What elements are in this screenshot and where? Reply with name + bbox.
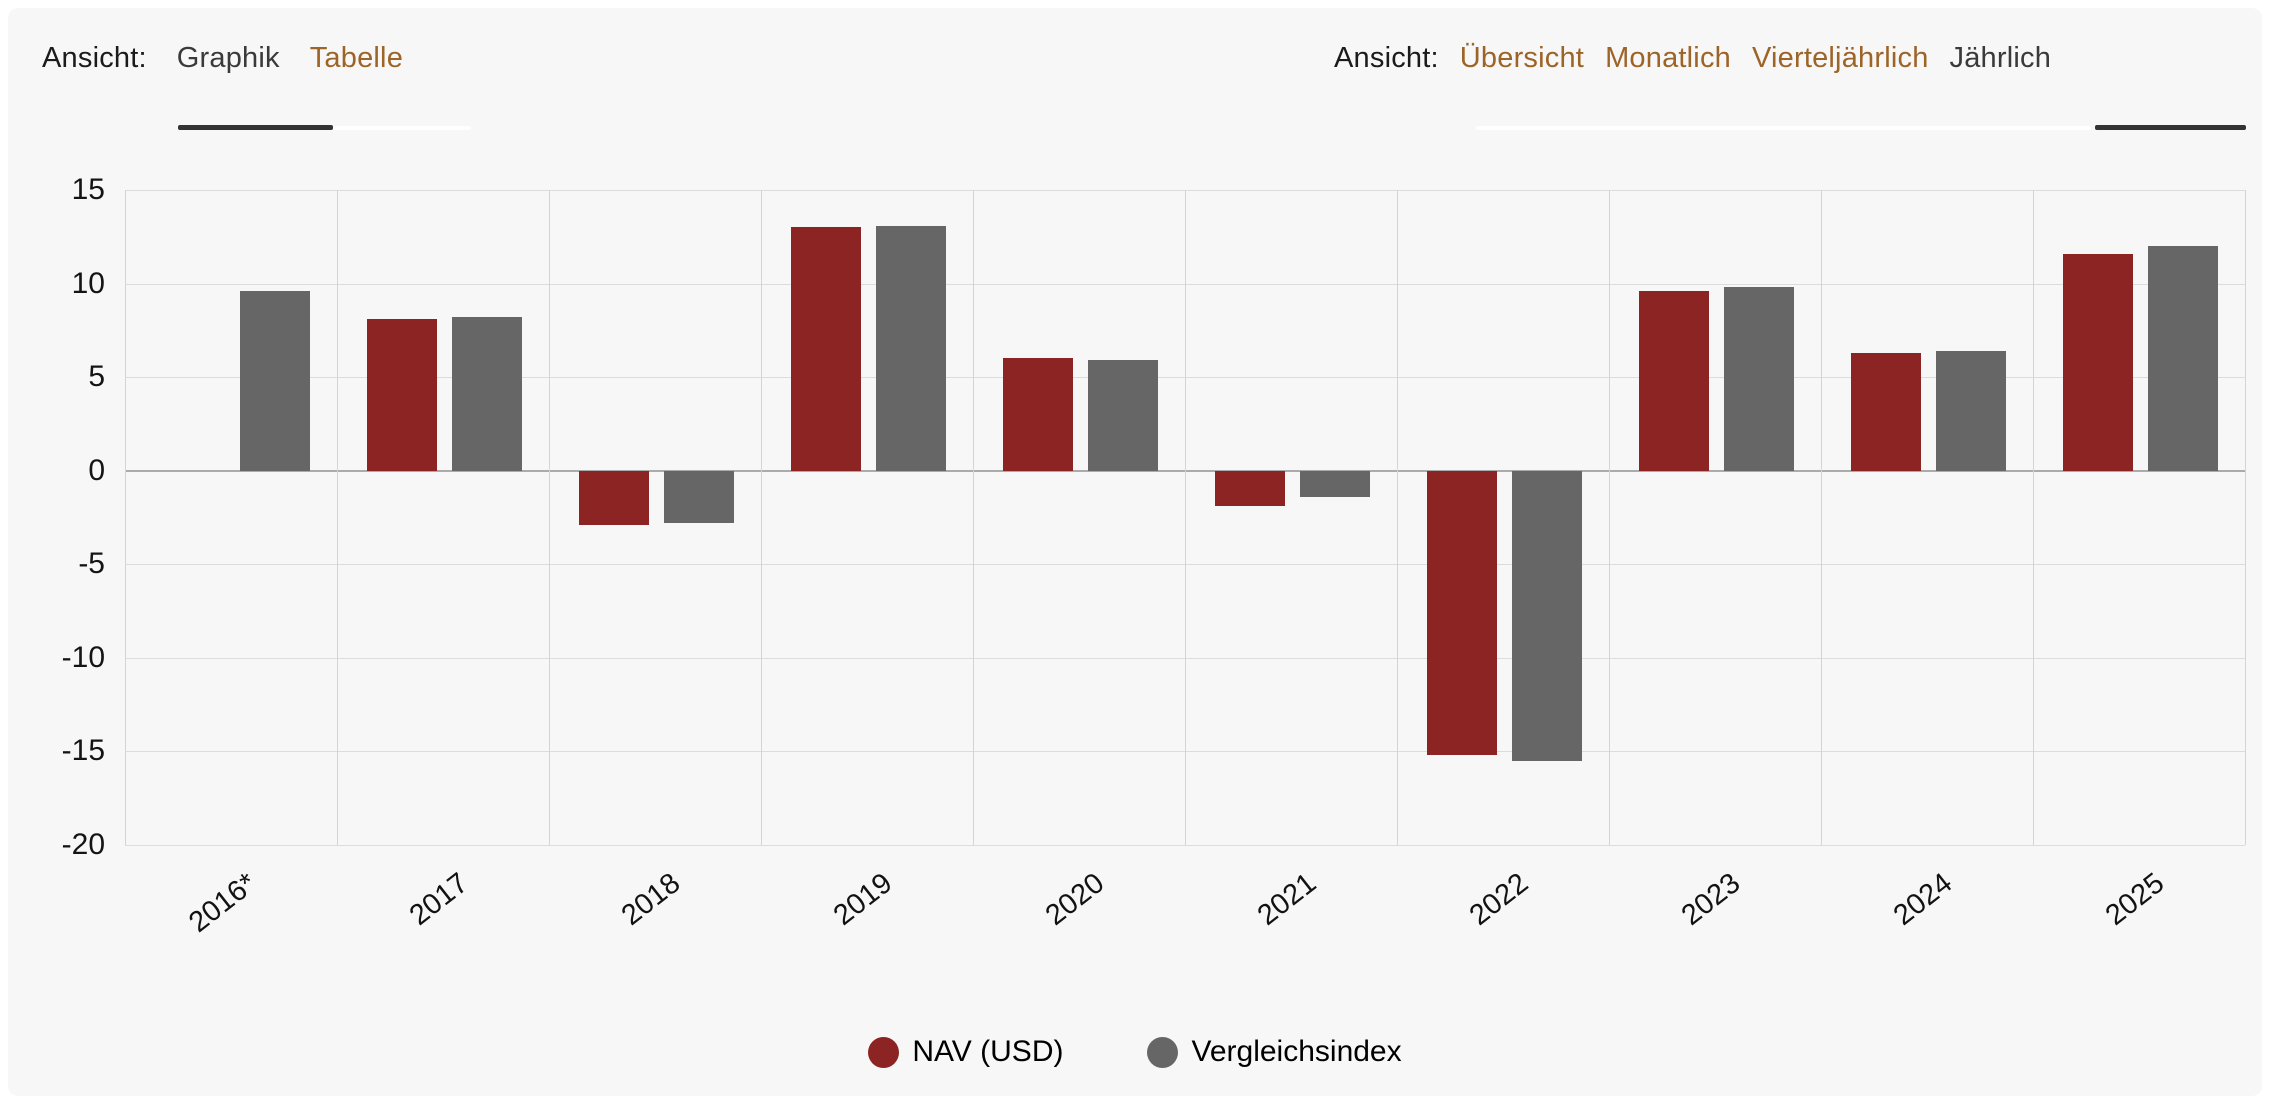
index-series-dot-icon — [1147, 1036, 1179, 1068]
y-axis-tick-label: 5 — [88, 360, 105, 394]
tab-tabelle[interactable]: Tabelle — [309, 42, 404, 74]
vertical-gridline — [2033, 190, 2034, 845]
legend-item-nav[interactable]: NAV (USD) — [868, 1035, 1063, 1069]
tab-uebersicht[interactable]: Übersicht — [1459, 42, 1585, 74]
y-axis-tick-label: 15 — [71, 173, 105, 206]
bar-nav-2025 — [2063, 253, 2133, 471]
bar-index-2021 — [1300, 470, 1370, 497]
bar-index-2019 — [876, 225, 946, 471]
horizontal-gridline — [125, 845, 2245, 846]
period-switch: Ansicht: Übersicht Monatlich Vierteljähr… — [1334, 42, 2051, 75]
vertical-gridline — [337, 190, 338, 845]
bar-nav-2020 — [1003, 358, 1073, 471]
vertical-gridline — [761, 190, 762, 845]
legend-label-vergleichsindex: Vergleichsindex — [1191, 1035, 1402, 1068]
bar-index-2020 — [1088, 360, 1158, 471]
inactive-tab-underline — [333, 126, 471, 130]
tab-jaehrlich[interactable]: Jährlich — [1949, 42, 2052, 74]
y-axis-tick-label: 0 — [88, 453, 105, 487]
y-axis-tick-label: 10 — [71, 266, 105, 300]
chart-legend: NAV (USD) Vergleichsindex — [0, 1022, 2270, 1082]
tab-vierteljaehrlich[interactable]: Vierteljährlich — [1751, 42, 1929, 74]
tab-monatlich[interactable]: Monatlich — [1605, 42, 1731, 74]
tab-graphik[interactable]: Graphik — [176, 42, 280, 74]
bar-index-2022 — [1512, 470, 1582, 761]
bar-nav-2019 — [791, 227, 861, 471]
period-switch-label: Ansicht: — [1334, 42, 1439, 74]
bar-nav-2024 — [1851, 352, 1921, 471]
vertical-gridline — [125, 190, 126, 845]
vertical-gridline — [2245, 190, 2246, 845]
y-axis-tick-label: -5 — [78, 547, 105, 581]
view-switch: Ansicht: Graphik Tabelle — [42, 42, 403, 75]
bar-nav-2022 — [1427, 470, 1497, 756]
y-axis-tick-label: -15 — [61, 734, 105, 768]
bar-index-2025 — [2148, 246, 2218, 471]
vertical-gridline — [1397, 190, 1398, 845]
inactive-tab-underline — [1476, 126, 2091, 130]
view-switch-label: Ansicht: — [42, 42, 147, 74]
bar-index-2024 — [1936, 350, 2006, 471]
vertical-gridline — [1609, 190, 1610, 845]
bar-nav-2017 — [367, 319, 437, 471]
bar-nav-2023 — [1639, 291, 1709, 471]
vertical-gridline — [973, 190, 974, 845]
bar-index-2017 — [452, 317, 522, 471]
bar-nav-2018 — [579, 470, 649, 525]
nav-series-dot-icon — [868, 1036, 900, 1068]
bar-index-2016 — [240, 291, 310, 471]
widget-panel — [8, 8, 2262, 1096]
vertical-gridline — [549, 190, 550, 845]
bar-index-2018 — [664, 470, 734, 524]
bar-chart-plot-area — [125, 190, 2246, 846]
bar-index-2023 — [1724, 287, 1794, 471]
active-tab-underline — [2095, 125, 2246, 130]
bar-nav-2021 — [1215, 470, 1285, 507]
legend-item-vergleichsindex[interactable]: Vergleichsindex — [1147, 1035, 1402, 1069]
legend-label-nav: NAV (USD) — [912, 1035, 1064, 1068]
vertical-gridline — [1185, 190, 1186, 845]
active-tab-underline — [178, 125, 333, 130]
vertical-gridline — [1821, 190, 1822, 845]
y-axis-tick-label: -10 — [61, 640, 105, 674]
y-axis-tick-label: -20 — [61, 828, 105, 861]
